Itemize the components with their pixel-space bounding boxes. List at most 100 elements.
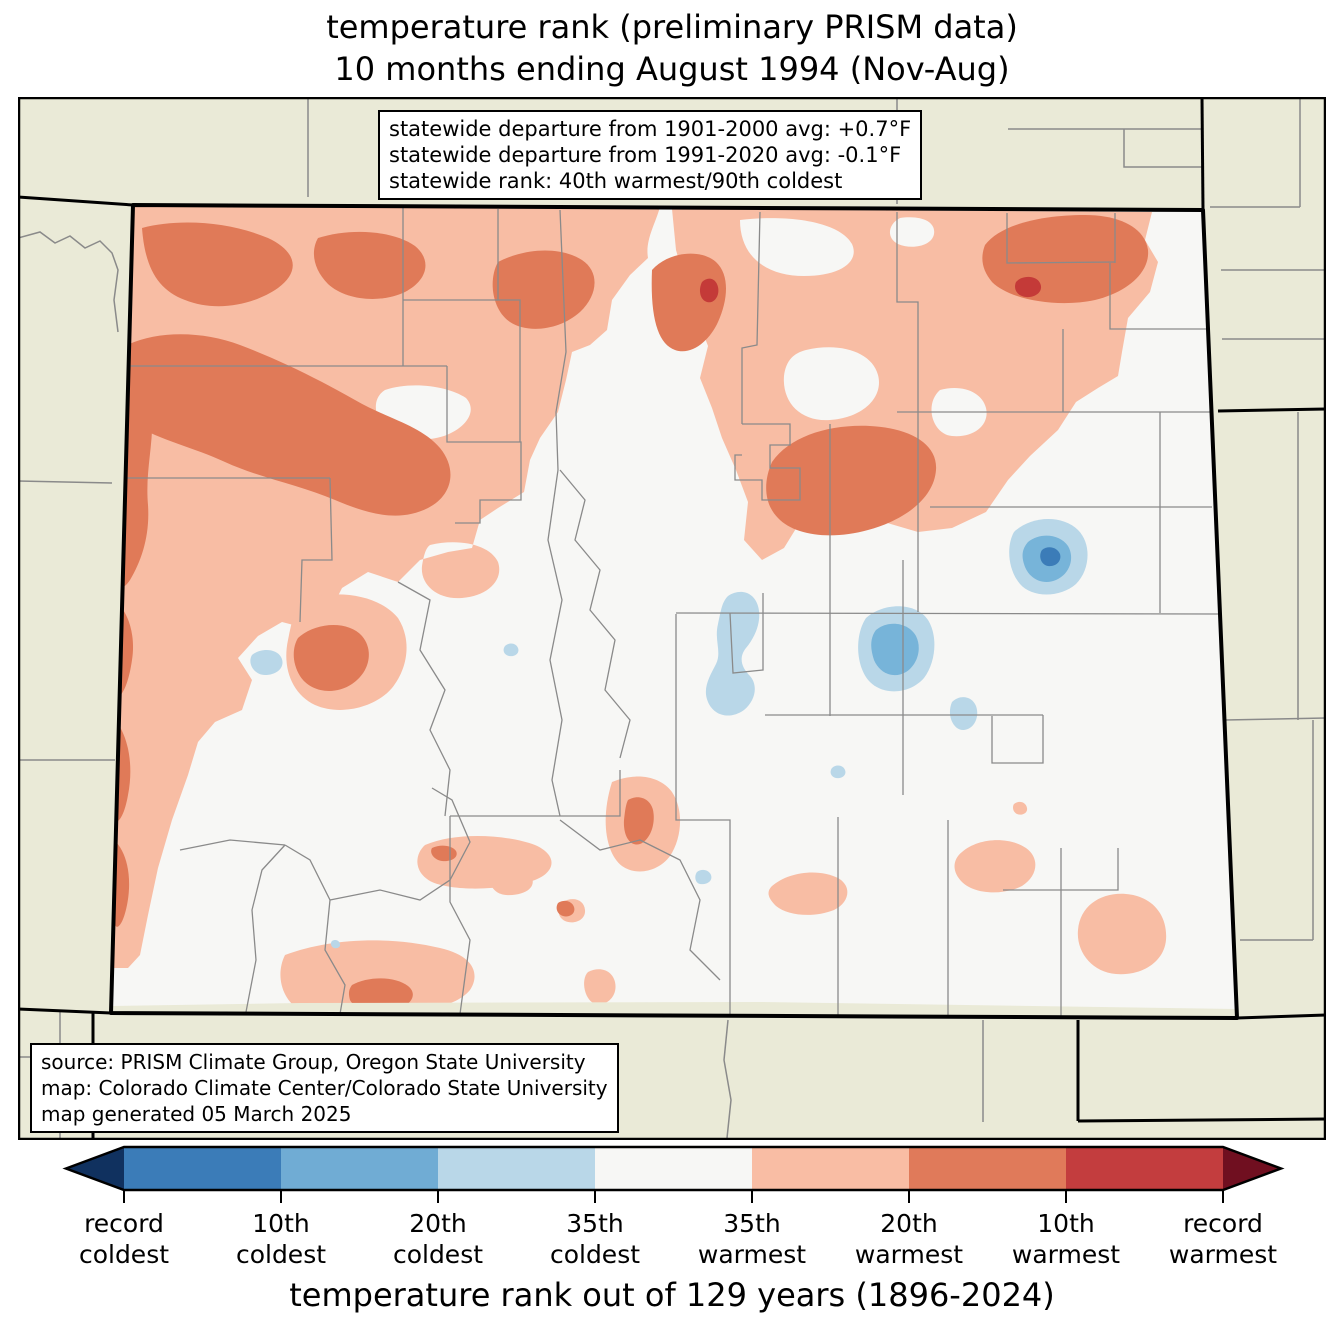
- county-boundary-line: [559, 819, 721, 981]
- rank-region-mid_warm: [556, 900, 575, 917]
- county-boundary-line: [245, 844, 286, 1013]
- rank-region-light_cold: [250, 649, 283, 675]
- county-boundary-line: [559, 469, 631, 759]
- legend-label-line2: coldest: [549, 1240, 641, 1269]
- colorbar-segment: [438, 1147, 595, 1190]
- temperature-rank-colorbar: [62, 1145, 1285, 1203]
- neighbor-county-line: [1224, 717, 1326, 721]
- rank-region-mid_warm: [115, 842, 130, 927]
- legend-label-line1: 20th: [409, 1209, 467, 1238]
- legend-label-line1: 35th: [723, 1209, 781, 1238]
- colorbar-segment: [595, 1147, 752, 1190]
- map-frame: [18, 97, 1326, 1140]
- colorbar-segment: [752, 1147, 909, 1190]
- neighbor-state-border: [1077, 1117, 1326, 1123]
- neighbor-county-line: [1123, 129, 1202, 168]
- legend-label-record-coldest: record coldest: [39, 1208, 209, 1270]
- county-boundary-line: [741, 211, 761, 424]
- neighbor-county-line: [18, 480, 113, 484]
- rank-region-light_cold: [330, 940, 341, 949]
- county-boundary-line: [284, 844, 346, 1015]
- generated-date-line: map generated 05 March 2025: [41, 1102, 352, 1126]
- legend-label-35th-warmest: 35th warmest: [667, 1208, 837, 1270]
- legend-label-line1: 10th: [252, 1209, 310, 1238]
- rank-region-mid_warm: [293, 624, 369, 691]
- source-line: source: PRISM Climate Group, Oregon Stat…: [41, 1050, 586, 1074]
- rank-region-mid_warm: [766, 425, 937, 536]
- county-boundary-line: [450, 770, 621, 817]
- rank-region-light_warm: [954, 840, 1036, 893]
- colorbar-segment: [1066, 1147, 1223, 1190]
- stat-departure-1901-2000: statewide departure from 1901-2000 avg: …: [389, 117, 912, 141]
- rank-region-light_warm: [489, 868, 533, 896]
- legend-label-line2: warmest: [1168, 1240, 1278, 1269]
- legend-label-35th-coldest: 35th coldest: [510, 1208, 680, 1270]
- county-boundary-line: [179, 839, 286, 851]
- map-credit-line: map: Colorado Climate Center/Colorado St…: [41, 1076, 608, 1100]
- colorbar-segment: [909, 1147, 1066, 1190]
- county-boundary-line: [1109, 263, 1206, 330]
- colorbar-right-arrow: [1223, 1147, 1281, 1190]
- rank-region-light_warm: [280, 940, 475, 1012]
- county-boundary-line: [734, 423, 801, 501]
- rank-region-light_cold: [695, 869, 712, 885]
- legend-label-line2: coldest: [235, 1240, 327, 1269]
- county-boundary-line: [896, 212, 919, 412]
- county-boundary-line: [497, 209, 521, 442]
- county-boundary-line: [675, 612, 1219, 615]
- colorbar-axis-title: temperature rank out of 129 years (1896-…: [289, 1276, 1055, 1314]
- rank-region-red_warm: [1015, 276, 1042, 298]
- rank-region-light_warm: [768, 872, 848, 915]
- colorado-temperature-rank-map: [18, 97, 1326, 1140]
- page-title-line2: 10 months ending August 1994 (Nov-Aug): [334, 50, 1010, 88]
- rank-region-mid_warm: [492, 250, 595, 329]
- county-boundary-line: [299, 477, 333, 623]
- rank-region-mid_cold: [871, 623, 919, 676]
- rank-region-dark_cold: [1040, 547, 1061, 567]
- rank-region-mid_warm: [115, 334, 451, 516]
- legend-label-line1: 10th: [1037, 1209, 1095, 1238]
- legend-label-line1: record: [1183, 1209, 1263, 1238]
- colorbar-segment: [281, 1147, 438, 1190]
- statewide-stats-box: statewide departure from 1901-2000 avg: …: [378, 110, 923, 200]
- legend-label-line1: 35th: [566, 1209, 624, 1238]
- rank-region-mid_warm: [651, 253, 726, 352]
- neighbor-county-line: [18, 231, 119, 333]
- county-boundary-line: [991, 715, 1044, 764]
- stat-statewide-rank: statewide rank: 40th warmest/90th coldes…: [389, 169, 843, 193]
- county-boundary-line: [446, 366, 522, 524]
- county-boundary-line: [675, 614, 731, 1018]
- colorado-state-border: [109, 203, 1239, 1020]
- county-boundary-line: [397, 581, 451, 817]
- legend-label-line2: coldest: [78, 1240, 170, 1269]
- legend-label-line1: 20th: [880, 1209, 938, 1238]
- legend-label-20th-warmest: 20th warmest: [824, 1208, 994, 1270]
- rank-region-light_warm: [1013, 801, 1028, 815]
- legend-label-line2: coldest: [392, 1240, 484, 1269]
- legend-label-10th-coldest: 10th coldest: [196, 1208, 366, 1270]
- rank-region-mid_warm: [142, 222, 293, 307]
- county-boundary-line: [547, 469, 563, 817]
- neighbor-state-border: [1236, 1013, 1326, 1020]
- colorbar-segment: [124, 1147, 281, 1190]
- legend-label-line2: warmest: [854, 1240, 964, 1269]
- legend-label-20th-coldest: 20th coldest: [353, 1208, 523, 1270]
- legend-label-10th-warmest: 10th warmest: [981, 1208, 1151, 1270]
- neighbor-state-border: [1200, 97, 1205, 211]
- source-attribution-box: source: PRISM Climate Group, Oregon Stat…: [30, 1043, 619, 1133]
- colorbar-left-arrow: [66, 1147, 124, 1190]
- rank-region-red_warm: [699, 278, 719, 303]
- legend-label-line2: warmest: [697, 1240, 807, 1269]
- neighbor-state-border: [18, 195, 134, 207]
- rank-region-light_warm: [1077, 893, 1167, 975]
- county-boundary-line: [1003, 848, 1119, 891]
- rank-region-light_warm: [584, 969, 616, 1005]
- rank-region-mid_warm: [313, 231, 426, 299]
- county-boundary-line: [729, 593, 764, 674]
- county-boundary-line: [1006, 213, 1116, 264]
- rank-region-light_cold: [949, 697, 978, 731]
- legend-label-line1: record: [84, 1209, 164, 1238]
- legend-label-record-warmest: record warmest: [1138, 1208, 1308, 1270]
- neighbor-state-border: [18, 1007, 112, 1015]
